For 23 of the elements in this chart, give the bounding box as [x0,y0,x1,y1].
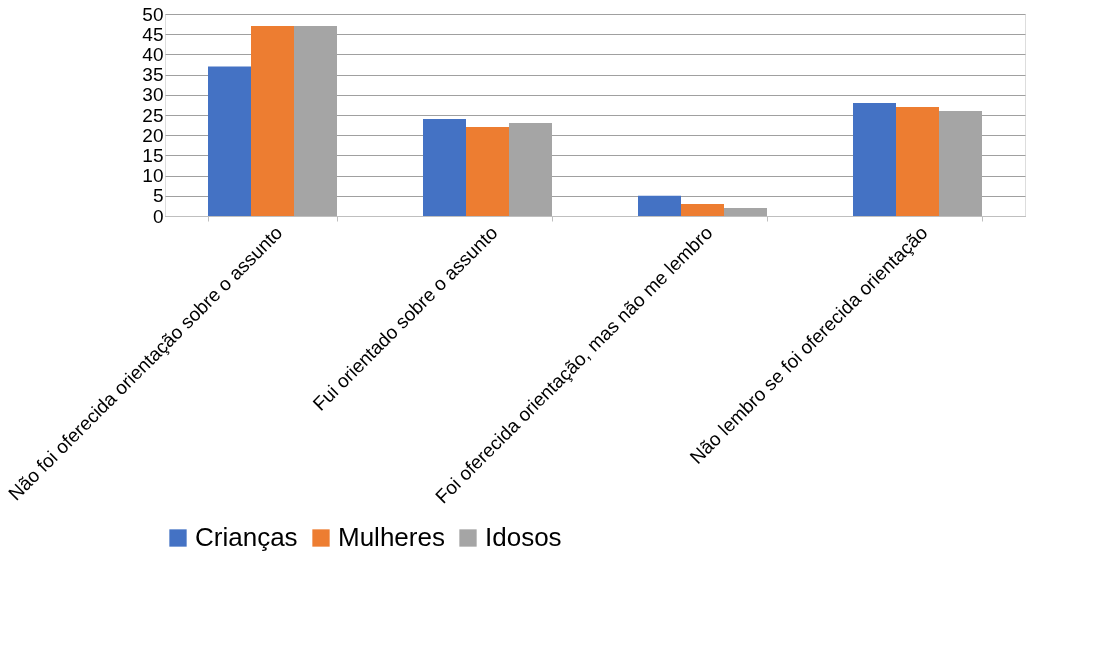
y-tick-label: 35 [142,64,164,86]
y-tick-label: 10 [142,165,164,187]
y-tick-label: 50 [142,3,164,25]
bar [423,119,466,216]
bar [681,203,724,216]
y-tick-label: 25 [142,104,164,126]
y-tick-label: 45 [142,23,164,45]
legend-label: Mulheres [338,522,445,552]
bar [466,127,509,216]
y-tick-label: 0 [152,205,164,227]
legend-label: Crianças [195,522,298,552]
y-tick-label: 30 [142,84,164,106]
bar [638,195,681,216]
bar [208,66,251,216]
y-tick-label: 15 [142,144,164,166]
y-tick-label: 20 [142,124,164,146]
bar [896,106,939,216]
bar [724,207,767,216]
bar [853,102,896,216]
y-tick-label: 5 [152,185,164,207]
legend-label: Idosos [485,522,562,552]
bar [251,26,294,216]
y-tick-label: 40 [142,43,164,65]
